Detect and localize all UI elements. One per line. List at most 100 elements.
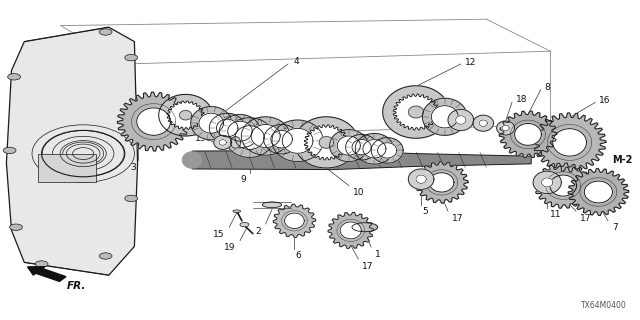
Polygon shape [515, 124, 541, 145]
Polygon shape [264, 124, 300, 154]
Text: 7: 7 [612, 223, 618, 232]
Polygon shape [393, 94, 439, 130]
Polygon shape [448, 109, 474, 131]
Text: 11: 11 [550, 210, 562, 219]
Polygon shape [479, 120, 487, 126]
Polygon shape [408, 169, 434, 189]
Circle shape [125, 54, 138, 61]
Circle shape [240, 222, 249, 227]
Polygon shape [235, 126, 264, 149]
Polygon shape [167, 101, 204, 130]
Polygon shape [230, 137, 241, 148]
Polygon shape [219, 140, 227, 145]
Polygon shape [330, 130, 368, 162]
Polygon shape [199, 113, 223, 133]
Polygon shape [415, 162, 468, 203]
Polygon shape [192, 150, 531, 170]
Polygon shape [416, 175, 426, 183]
Polygon shape [271, 130, 292, 148]
Polygon shape [363, 140, 386, 158]
Circle shape [8, 74, 20, 80]
Polygon shape [337, 136, 360, 155]
Polygon shape [272, 120, 323, 162]
Polygon shape [533, 113, 606, 172]
Polygon shape [340, 222, 361, 239]
Text: 14: 14 [206, 134, 218, 143]
Text: 2: 2 [255, 227, 261, 236]
Polygon shape [352, 223, 378, 232]
Polygon shape [228, 121, 252, 141]
Polygon shape [497, 121, 515, 135]
Polygon shape [294, 117, 358, 168]
Text: 15: 15 [212, 230, 224, 239]
Polygon shape [241, 117, 290, 155]
Polygon shape [550, 175, 577, 196]
Ellipse shape [233, 210, 241, 212]
Polygon shape [429, 173, 454, 192]
Polygon shape [355, 133, 394, 164]
Polygon shape [568, 169, 628, 215]
Text: 16: 16 [599, 96, 611, 105]
Polygon shape [378, 143, 397, 158]
Text: 19: 19 [224, 243, 236, 252]
Polygon shape [328, 212, 373, 248]
Circle shape [99, 29, 112, 35]
Polygon shape [225, 118, 274, 157]
Polygon shape [383, 86, 449, 138]
Polygon shape [584, 181, 612, 203]
Polygon shape [456, 116, 466, 124]
Polygon shape [541, 178, 553, 187]
Polygon shape [117, 92, 190, 151]
FancyBboxPatch shape [38, 154, 96, 182]
Polygon shape [371, 138, 403, 163]
Polygon shape [305, 125, 348, 160]
Text: 18: 18 [516, 95, 527, 104]
Circle shape [3, 147, 16, 154]
Circle shape [35, 261, 48, 267]
Polygon shape [6, 27, 138, 275]
Text: 17: 17 [452, 214, 463, 223]
Polygon shape [473, 115, 493, 131]
Polygon shape [319, 137, 333, 148]
Polygon shape [502, 125, 509, 131]
Polygon shape [191, 107, 232, 140]
Polygon shape [352, 140, 371, 155]
Ellipse shape [262, 202, 282, 208]
Circle shape [99, 253, 112, 259]
Text: 17: 17 [362, 262, 374, 271]
Text: 6: 6 [296, 251, 301, 260]
Circle shape [125, 195, 138, 202]
Text: 5: 5 [422, 207, 428, 216]
Polygon shape [220, 115, 260, 148]
Text: 9: 9 [240, 175, 246, 184]
Text: M-2: M-2 [612, 155, 632, 165]
Polygon shape [533, 171, 561, 194]
Text: 12: 12 [465, 58, 476, 67]
Text: 3: 3 [131, 163, 136, 172]
Text: TX64M0400: TX64M0400 [582, 301, 627, 310]
Polygon shape [285, 213, 304, 228]
Polygon shape [534, 163, 592, 208]
Polygon shape [216, 119, 238, 137]
Polygon shape [408, 106, 424, 118]
Polygon shape [209, 113, 245, 143]
Text: 1: 1 [375, 250, 381, 259]
Polygon shape [499, 111, 557, 158]
Polygon shape [346, 134, 378, 160]
Polygon shape [137, 108, 170, 135]
Text: 17: 17 [580, 214, 591, 223]
Polygon shape [179, 110, 192, 120]
Text: 8: 8 [545, 83, 550, 92]
Polygon shape [182, 152, 202, 168]
FancyArrow shape [28, 267, 66, 281]
Polygon shape [422, 98, 467, 135]
Text: 13: 13 [195, 134, 206, 143]
Text: FR.: FR. [67, 281, 86, 291]
Polygon shape [159, 94, 212, 136]
Polygon shape [214, 135, 232, 149]
Circle shape [10, 224, 22, 230]
Text: 10: 10 [353, 188, 365, 197]
Polygon shape [273, 204, 316, 237]
Polygon shape [282, 128, 313, 153]
Polygon shape [251, 124, 280, 148]
